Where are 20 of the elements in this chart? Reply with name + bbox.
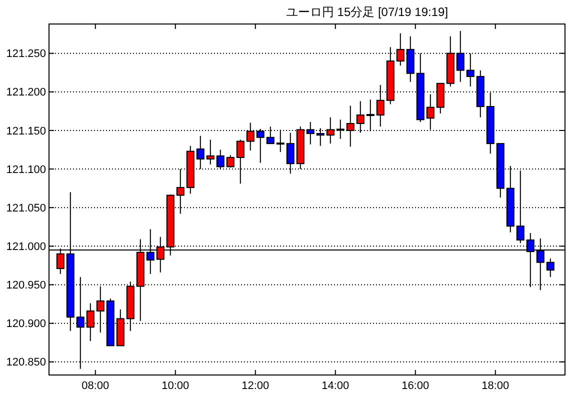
chart-title: ユーロ円 15分足 [07/19 19:19] xyxy=(286,5,448,19)
x-tick-label: 10:00 xyxy=(162,380,190,392)
y-tick-label: 121.000 xyxy=(6,241,46,254)
y-tick-label: 121.200 xyxy=(6,86,46,99)
y-tick-label: 120.900 xyxy=(6,318,46,330)
y-tick-label: 120.850 xyxy=(6,356,46,369)
candlestick xyxy=(366,99,374,132)
candlestick xyxy=(276,129,284,153)
y-tick-label: 121.050 xyxy=(6,202,46,214)
candlestick xyxy=(546,258,554,278)
x-tick-label: 08:00 xyxy=(82,380,110,392)
y-tick-label: 121.100 xyxy=(6,164,46,176)
y-tick-label: 121.250 xyxy=(6,48,46,60)
candlestick xyxy=(206,139,214,165)
x-tick-label: 18:00 xyxy=(482,380,510,392)
y-tick-label: 121.150 xyxy=(6,125,46,138)
x-tick-label: 12:00 xyxy=(242,380,270,392)
y-tick-label: 120.950 xyxy=(6,280,46,292)
x-tick-label: 16:00 xyxy=(402,380,430,392)
x-tick-label: 14:00 xyxy=(322,380,350,392)
